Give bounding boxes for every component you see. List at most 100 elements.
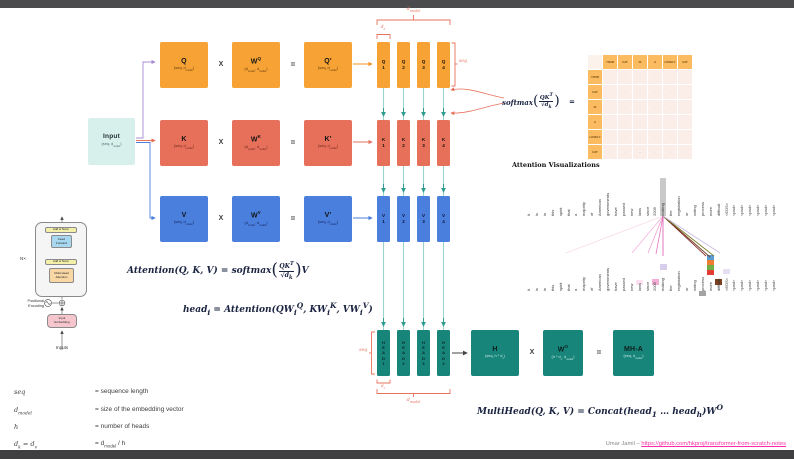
attn-vis-line (647, 215, 664, 254)
matrix-value-cell: ··· (618, 130, 632, 144)
attn-vis-line (662, 215, 721, 254)
attn-vis-line (655, 215, 664, 255)
softmax-side-formula: softmax ( QKT √dk ) (502, 89, 560, 115)
attn-vis-token: voting (691, 205, 697, 216)
legend-def: = sequence length (95, 388, 149, 395)
matrix-value-cell: ··· (663, 115, 677, 129)
attn-vis-head-mark (707, 255, 715, 260)
multihead-formula-text: MultiHead(Q, K, V) = Concat(head1 … head… (477, 403, 724, 419)
fraction-numerator: QKT (279, 261, 294, 271)
input-embedding-box: Input Embedding (47, 314, 77, 328)
k-prime-label: K' (324, 135, 332, 143)
legend-def: = dmodel / h (95, 440, 126, 449)
add-norm-label: Add & Norm (52, 259, 70, 264)
attention-formula: Attention(Q, K, V) = softmax ( QKT √dk ) … (127, 255, 309, 287)
matrix-value-cell: ··· (618, 100, 632, 114)
k-label: K (181, 135, 187, 143)
matrix-value-cell: ··· (648, 100, 662, 114)
fraction-numerator: QKT (539, 92, 553, 101)
close-paren: ) (554, 93, 560, 109)
fraction-denominator: √dk (279, 270, 295, 281)
seq-left-label: seq (359, 348, 367, 353)
h-box: H (seq, h * dv) (471, 330, 519, 376)
attn-vis-token: more (707, 281, 713, 291)
attn-vis-token: <EOS> (723, 202, 729, 216)
matrix-value-cell: ··· (648, 145, 662, 159)
add-norm-box: Add & Norm (45, 227, 77, 233)
matrix-value-cell: ··· (633, 130, 647, 144)
matrix-corner-cell (588, 55, 602, 69)
softmax-curve-to-k4 (450, 102, 505, 116)
matrix-value-cell: ··· (678, 70, 692, 84)
attn-vis-line (565, 215, 664, 254)
attn-vis-token: more (707, 206, 713, 216)
attention-formula-rhs: V (301, 266, 309, 276)
attn-vis-token: <pad> (755, 204, 761, 216)
attn-vis-token: <pad> (739, 204, 745, 216)
matrix-row-header: CAT (588, 145, 602, 159)
attn-vis-token: in (541, 287, 547, 291)
attn-vis-token: that (565, 284, 571, 291)
attn-vis-token: governments (605, 267, 610, 291)
attn-vis-token: difficult (715, 278, 721, 291)
wk-box: WK (dmodel, dmodel) (232, 120, 280, 166)
matrix-row-header: LOVELY (588, 130, 602, 144)
softmax-curve-to-q4 (450, 87, 505, 99)
attn-vis-token: process (699, 201, 705, 216)
attn-vis-token: is (533, 288, 539, 291)
matrix-value-cell: ··· (648, 130, 662, 144)
matrix-value-cell: ··· (678, 145, 692, 159)
mha-output-dims: (seq, dmodel) (623, 354, 644, 360)
input-box: Input (seq, dmodel) (88, 118, 135, 165)
attn-vis-token: spirit (557, 207, 563, 216)
input-embedding-label: Input Embedding (54, 316, 70, 324)
softmax-label: softmax (502, 97, 533, 107)
v-dims: (seq, dmodel) (174, 220, 194, 226)
matrix-value-cell: ··· (603, 130, 617, 144)
attn-vis-token: American (597, 274, 603, 291)
matrix-value-cell: ··· (603, 70, 617, 84)
attn-vis-line (662, 215, 715, 257)
github-link[interactable]: https://github.com/hkproj/transformer-fr… (641, 441, 786, 447)
d-v-label: dv (380, 383, 386, 390)
attention-fraction: QKT √dk (279, 261, 295, 281)
attn-vis-token: new (628, 208, 634, 216)
attention-formula-lhs: Attention(Q, K, V) = softmax (127, 266, 272, 276)
attn-vis-token: <pad> (739, 279, 745, 291)
q-dims: (seq, dmodel) (174, 66, 194, 72)
arrow-input-to-v (136, 142, 156, 221)
seq-right-label: seq (459, 59, 467, 64)
equals-operator: = (290, 138, 296, 147)
matrix-value-cell: ··· (648, 115, 662, 129)
matrix-value-cell: ··· (633, 145, 647, 159)
v-prime-box: V' (seq, dmodel) (304, 196, 352, 242)
equals-operator: = (290, 60, 296, 69)
wk-dims: (dmodel, dmodel) (244, 144, 268, 151)
d-k-label: dk (380, 25, 386, 31)
q-prime-box: Q' (seq, dmodel) (304, 42, 352, 88)
attn-vis-token: the (668, 285, 674, 291)
equals-operator: = (596, 348, 602, 357)
matrix-column-header: CAT (618, 55, 632, 69)
inputs-label: Inputs (55, 345, 69, 350)
legend-term: seq (14, 388, 26, 396)
matrix-value-cell: ··· (603, 100, 617, 114)
attn-vis-token: <pad> (747, 279, 753, 291)
matrix-value-cell: ··· (633, 70, 647, 84)
matrix-value-cell: ··· (663, 100, 677, 114)
softmax-fraction: QKT √dk (539, 92, 554, 111)
open-paren: ( (271, 259, 279, 280)
attn-vis-token: laws (636, 282, 642, 291)
wv-label: WV (250, 209, 261, 220)
head-formula-text: headi = Attention(QWiQ, KWiK, VWiV) (183, 301, 373, 317)
attn-vis-token: <pad> (755, 279, 761, 291)
attn-vis-token: registration (676, 271, 682, 291)
d-model-top-label: dmodel (406, 6, 421, 13)
attn-vis-token: <pad> (770, 279, 776, 291)
attn-vis-token: voting (691, 280, 697, 291)
